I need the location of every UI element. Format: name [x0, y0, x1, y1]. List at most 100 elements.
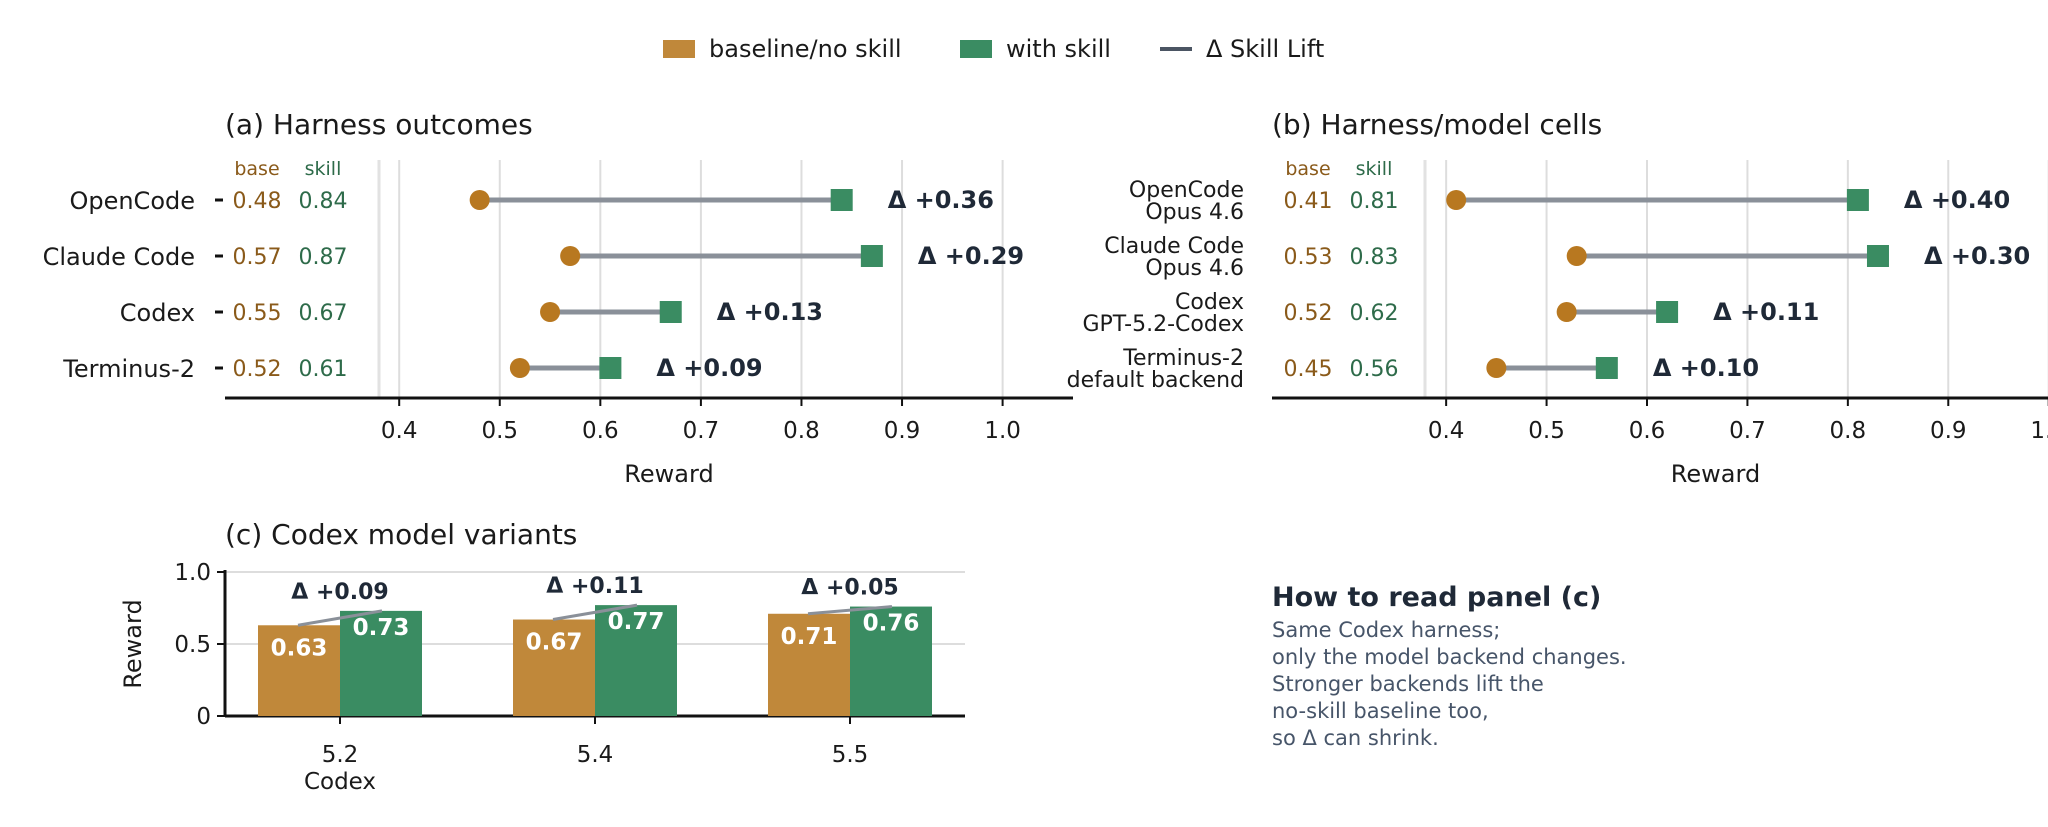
panel-title: (b) Harness/model cells	[1272, 108, 1602, 141]
base-value: 0.53	[1284, 245, 1333, 270]
panel-title: (a) Harness outcomes	[225, 108, 533, 141]
skill-point	[1866, 245, 1889, 267]
skill-value: 0.56	[1350, 357, 1399, 382]
row-sublabel: GPT-5.2-Codex	[1082, 312, 1244, 337]
baseline-point	[1486, 358, 1507, 378]
x-tick-label: 5.2	[322, 742, 359, 768]
y-tick-label: 0.5	[174, 632, 211, 658]
x-axis-label: Reward	[1671, 460, 1760, 488]
x-tick-sublabel: Codex	[304, 769, 376, 795]
x-axis-label: Reward	[624, 460, 713, 488]
base-value: 0.55	[233, 301, 282, 326]
lift-line	[552, 603, 638, 621]
baseline-point	[1566, 246, 1587, 266]
skill-value: 0.81	[1350, 189, 1399, 214]
x-tick-label: 0.7	[1729, 418, 1766, 444]
skill-point	[659, 301, 682, 323]
delta-label: Δ +0.09	[656, 354, 762, 382]
skill-bar-label: 0.73	[353, 615, 410, 641]
skill-bar	[850, 606, 932, 716]
base-value: 0.52	[1284, 301, 1333, 326]
row-label: Terminus-2	[62, 355, 195, 383]
legend-label-1: with skill	[1006, 35, 1111, 63]
x-tick-label: 0.9	[884, 418, 921, 444]
baseline-point	[509, 358, 530, 378]
skill-point	[1595, 357, 1618, 379]
skill-bar	[595, 605, 677, 716]
x-tick-label: 1.0	[2030, 418, 2048, 444]
delta-label: Δ +0.36	[888, 186, 994, 214]
base-value: 0.52	[233, 357, 282, 382]
skill-bar	[340, 610, 422, 716]
base-value: 0.41	[1284, 189, 1333, 214]
y-axis-label: Reward	[119, 599, 147, 688]
baseline-point	[1556, 302, 1577, 322]
column-header-skill: skill	[305, 158, 342, 180]
x-tick-label: 5.5	[832, 742, 869, 768]
x-tick-label: 1.0	[984, 418, 1021, 444]
skill-point	[860, 245, 883, 267]
note-line-3: Stronger backends lift the	[1272, 672, 1544, 696]
x-tick-label: 0.8	[783, 418, 820, 444]
column-header-base: base	[1285, 158, 1330, 180]
row-label: Terminus-2	[1122, 346, 1244, 371]
column-header-skill: skill	[1356, 158, 1393, 180]
y-tick-label: 1.0	[174, 560, 211, 586]
x-tick-label: 0.6	[1629, 418, 1666, 444]
baseline-point	[540, 302, 561, 322]
row-label: Claude Code	[1104, 234, 1244, 259]
row-label: OpenCode	[1129, 178, 1244, 203]
baseline-bar-label: 0.67	[526, 630, 583, 656]
row-sublabel: Opus 4.6	[1145, 256, 1244, 281]
x-tick-label: 0.8	[1830, 418, 1867, 444]
panel-c: (c) Codex model variants 0 0.5 1.0 Reward 5.2…	[119, 518, 965, 795]
delta-label: Δ +0.30	[1924, 242, 2030, 270]
skill-bar-label: 0.77	[608, 609, 665, 635]
panel-a: (a) Harness outcomes 0.4 0.5 0.6 0.7 0.8 0.9 1.…	[43, 108, 1073, 488]
x-tick-label: 0.5	[481, 418, 518, 444]
skill-point	[1846, 189, 1869, 211]
x-tick-label: 0.9	[1930, 418, 1967, 444]
column-header-base: base	[234, 158, 279, 180]
note-line-5: so Δ can shrink.	[1272, 726, 1439, 750]
row-sublabel: Opus 4.6	[1145, 200, 1244, 225]
baseline-point	[560, 246, 581, 266]
row-label: Codex	[120, 299, 195, 327]
skill-value: 0.84	[299, 189, 348, 214]
delta-label: Δ +0.40	[1904, 186, 2010, 214]
delta-label: Δ +0.10	[1653, 354, 1759, 382]
y-tick-label: 0	[196, 704, 211, 730]
delta-label: Δ +0.11	[546, 574, 643, 599]
note-line-4: no-skill baseline too,	[1272, 699, 1489, 723]
legend-label-2: Δ Skill Lift	[1206, 35, 1324, 63]
base-value: 0.57	[233, 245, 282, 270]
note-line-2: only the model backend changes.	[1272, 645, 1627, 669]
delta-label: Δ +0.29	[918, 242, 1024, 270]
baseline-bar	[768, 613, 850, 716]
baseline-bar-label: 0.71	[781, 624, 838, 650]
lift-line	[297, 609, 383, 627]
delta-label: Δ +0.11	[1713, 298, 1819, 326]
panel-b: (b) Harness/model cells 0.4 0.5 0.6 0.7 0.8 0.…	[1067, 108, 2048, 488]
base-value: 0.48	[233, 189, 282, 214]
row-label: OpenCode	[69, 187, 195, 215]
row-label: Claude Code	[43, 243, 195, 271]
base-value: 0.45	[1284, 357, 1333, 382]
skill-point	[830, 189, 853, 211]
legend-label-0: baseline/no skill	[709, 35, 902, 63]
baseline-bar	[513, 619, 595, 716]
delta-label: Δ +0.09	[291, 580, 388, 605]
panel-title: (c) Codex model variants	[225, 518, 577, 551]
skill-point	[1656, 301, 1679, 323]
skill-value: 0.87	[299, 245, 348, 270]
skill-point	[599, 357, 622, 379]
legend-swatch-skill	[960, 40, 992, 58]
skill-value: 0.83	[1350, 245, 1399, 270]
baseline-point	[469, 190, 490, 210]
x-tick-label: 0.6	[582, 418, 619, 444]
legend-swatch-baseline	[663, 40, 695, 58]
skill-value: 0.67	[299, 301, 348, 326]
reading-note: How to read panel (c) Same Codex harness…	[1272, 582, 1892, 752]
x-tick-label: 0.7	[683, 418, 720, 444]
lift-line	[807, 605, 893, 616]
